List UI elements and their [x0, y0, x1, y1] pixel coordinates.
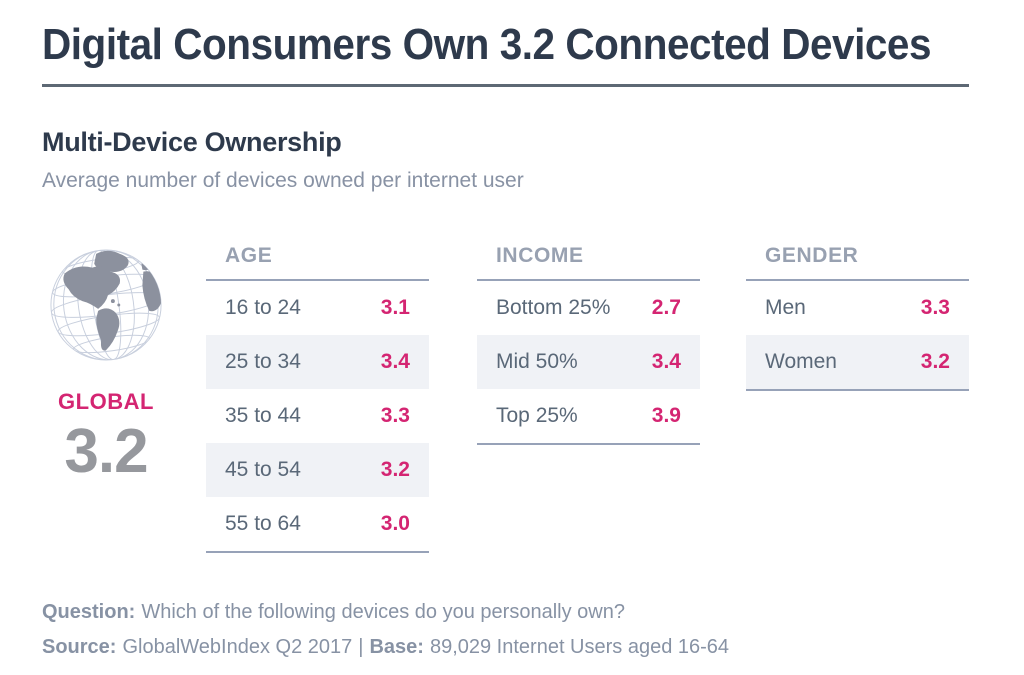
source-label: Source: [42, 636, 117, 658]
table-row: 16 to 24 3.1 [206, 281, 429, 335]
row-value: 3.2 [380, 458, 410, 481]
table-row: Women 3.2 [746, 335, 969, 389]
age-header: AGE [206, 244, 429, 281]
row-value: 3.3 [920, 296, 950, 319]
gender-header: GENDER [746, 244, 969, 281]
table-row: Mid 50% 3.4 [477, 335, 700, 389]
section-subheading: Average number of devices owned per inte… [42, 169, 524, 192]
table-row: Bottom 25% 2.7 [477, 281, 700, 335]
row-label: Men [765, 296, 806, 319]
row-label: Top 25% [496, 404, 578, 427]
row-label: 16 to 24 [225, 296, 301, 319]
income-table: INCOME Bottom 25% 2.7 Mid 50% 3.4 Top 25… [477, 244, 700, 445]
separator: | [358, 636, 364, 658]
base-label: Base: [369, 636, 424, 658]
row-label: 35 to 44 [225, 404, 301, 427]
income-header: INCOME [477, 244, 700, 281]
table-row: 25 to 34 3.4 [206, 335, 429, 389]
footer: Question: Which of the following devices … [42, 595, 729, 665]
gender-rows: Men 3.3 Women 3.2 [746, 281, 969, 391]
global-value: 3.2 [64, 417, 148, 486]
row-label: 25 to 34 [225, 350, 301, 373]
row-value: 3.1 [380, 296, 410, 319]
table-row: 35 to 44 3.3 [206, 389, 429, 443]
income-rows: Bottom 25% 2.7 Mid 50% 3.4 Top 25% 3.9 [477, 281, 700, 445]
row-label: 45 to 54 [225, 458, 301, 481]
table-row: 45 to 54 3.2 [206, 443, 429, 497]
global-summary: GLOBAL 3.2 [40, 246, 172, 486]
row-value: 3.0 [380, 512, 410, 535]
source-text: GlobalWebIndex Q2 2017 [122, 636, 353, 658]
row-value: 2.7 [651, 296, 681, 319]
question-text: Which of the following devices do you pe… [141, 601, 625, 623]
table-row: Men 3.3 [746, 281, 969, 335]
base-text: 89,029 Internet Users aged 16-64 [429, 636, 730, 658]
page-title: Digital Consumers Own 3.2 Connected Devi… [42, 20, 932, 69]
globe-continents [63, 250, 162, 351]
row-value: 3.3 [380, 404, 410, 427]
title-underline [42, 84, 969, 87]
gender-table: GENDER Men 3.3 Women 3.2 [746, 244, 969, 391]
row-value: 3.2 [920, 350, 950, 373]
row-value: 3.4 [380, 350, 410, 373]
row-value: 3.9 [651, 404, 681, 427]
row-label: 55 to 64 [225, 512, 301, 535]
global-label: GLOBAL [58, 389, 154, 414]
row-label: Women [765, 350, 837, 373]
table-row: 55 to 64 3.0 [206, 497, 429, 551]
row-value: 3.4 [651, 350, 681, 373]
question-label: Question: [42, 601, 136, 623]
globe-icon [50, 249, 162, 361]
row-label: Mid 50% [496, 350, 578, 373]
age-rows: 16 to 24 3.1 25 to 34 3.4 35 to 44 3.3 4… [206, 281, 429, 553]
table-row: Top 25% 3.9 [477, 389, 700, 443]
footer-question-line: Question: Which of the following devices … [42, 595, 729, 630]
section-heading: Multi-Device Ownership [42, 127, 342, 157]
age-table: AGE 16 to 24 3.1 25 to 34 3.4 35 to 44 3… [206, 244, 429, 553]
row-label: Bottom 25% [496, 296, 611, 319]
footer-source-line: Source: GlobalWebIndex Q2 2017 | Base: 89,02… [42, 630, 729, 665]
